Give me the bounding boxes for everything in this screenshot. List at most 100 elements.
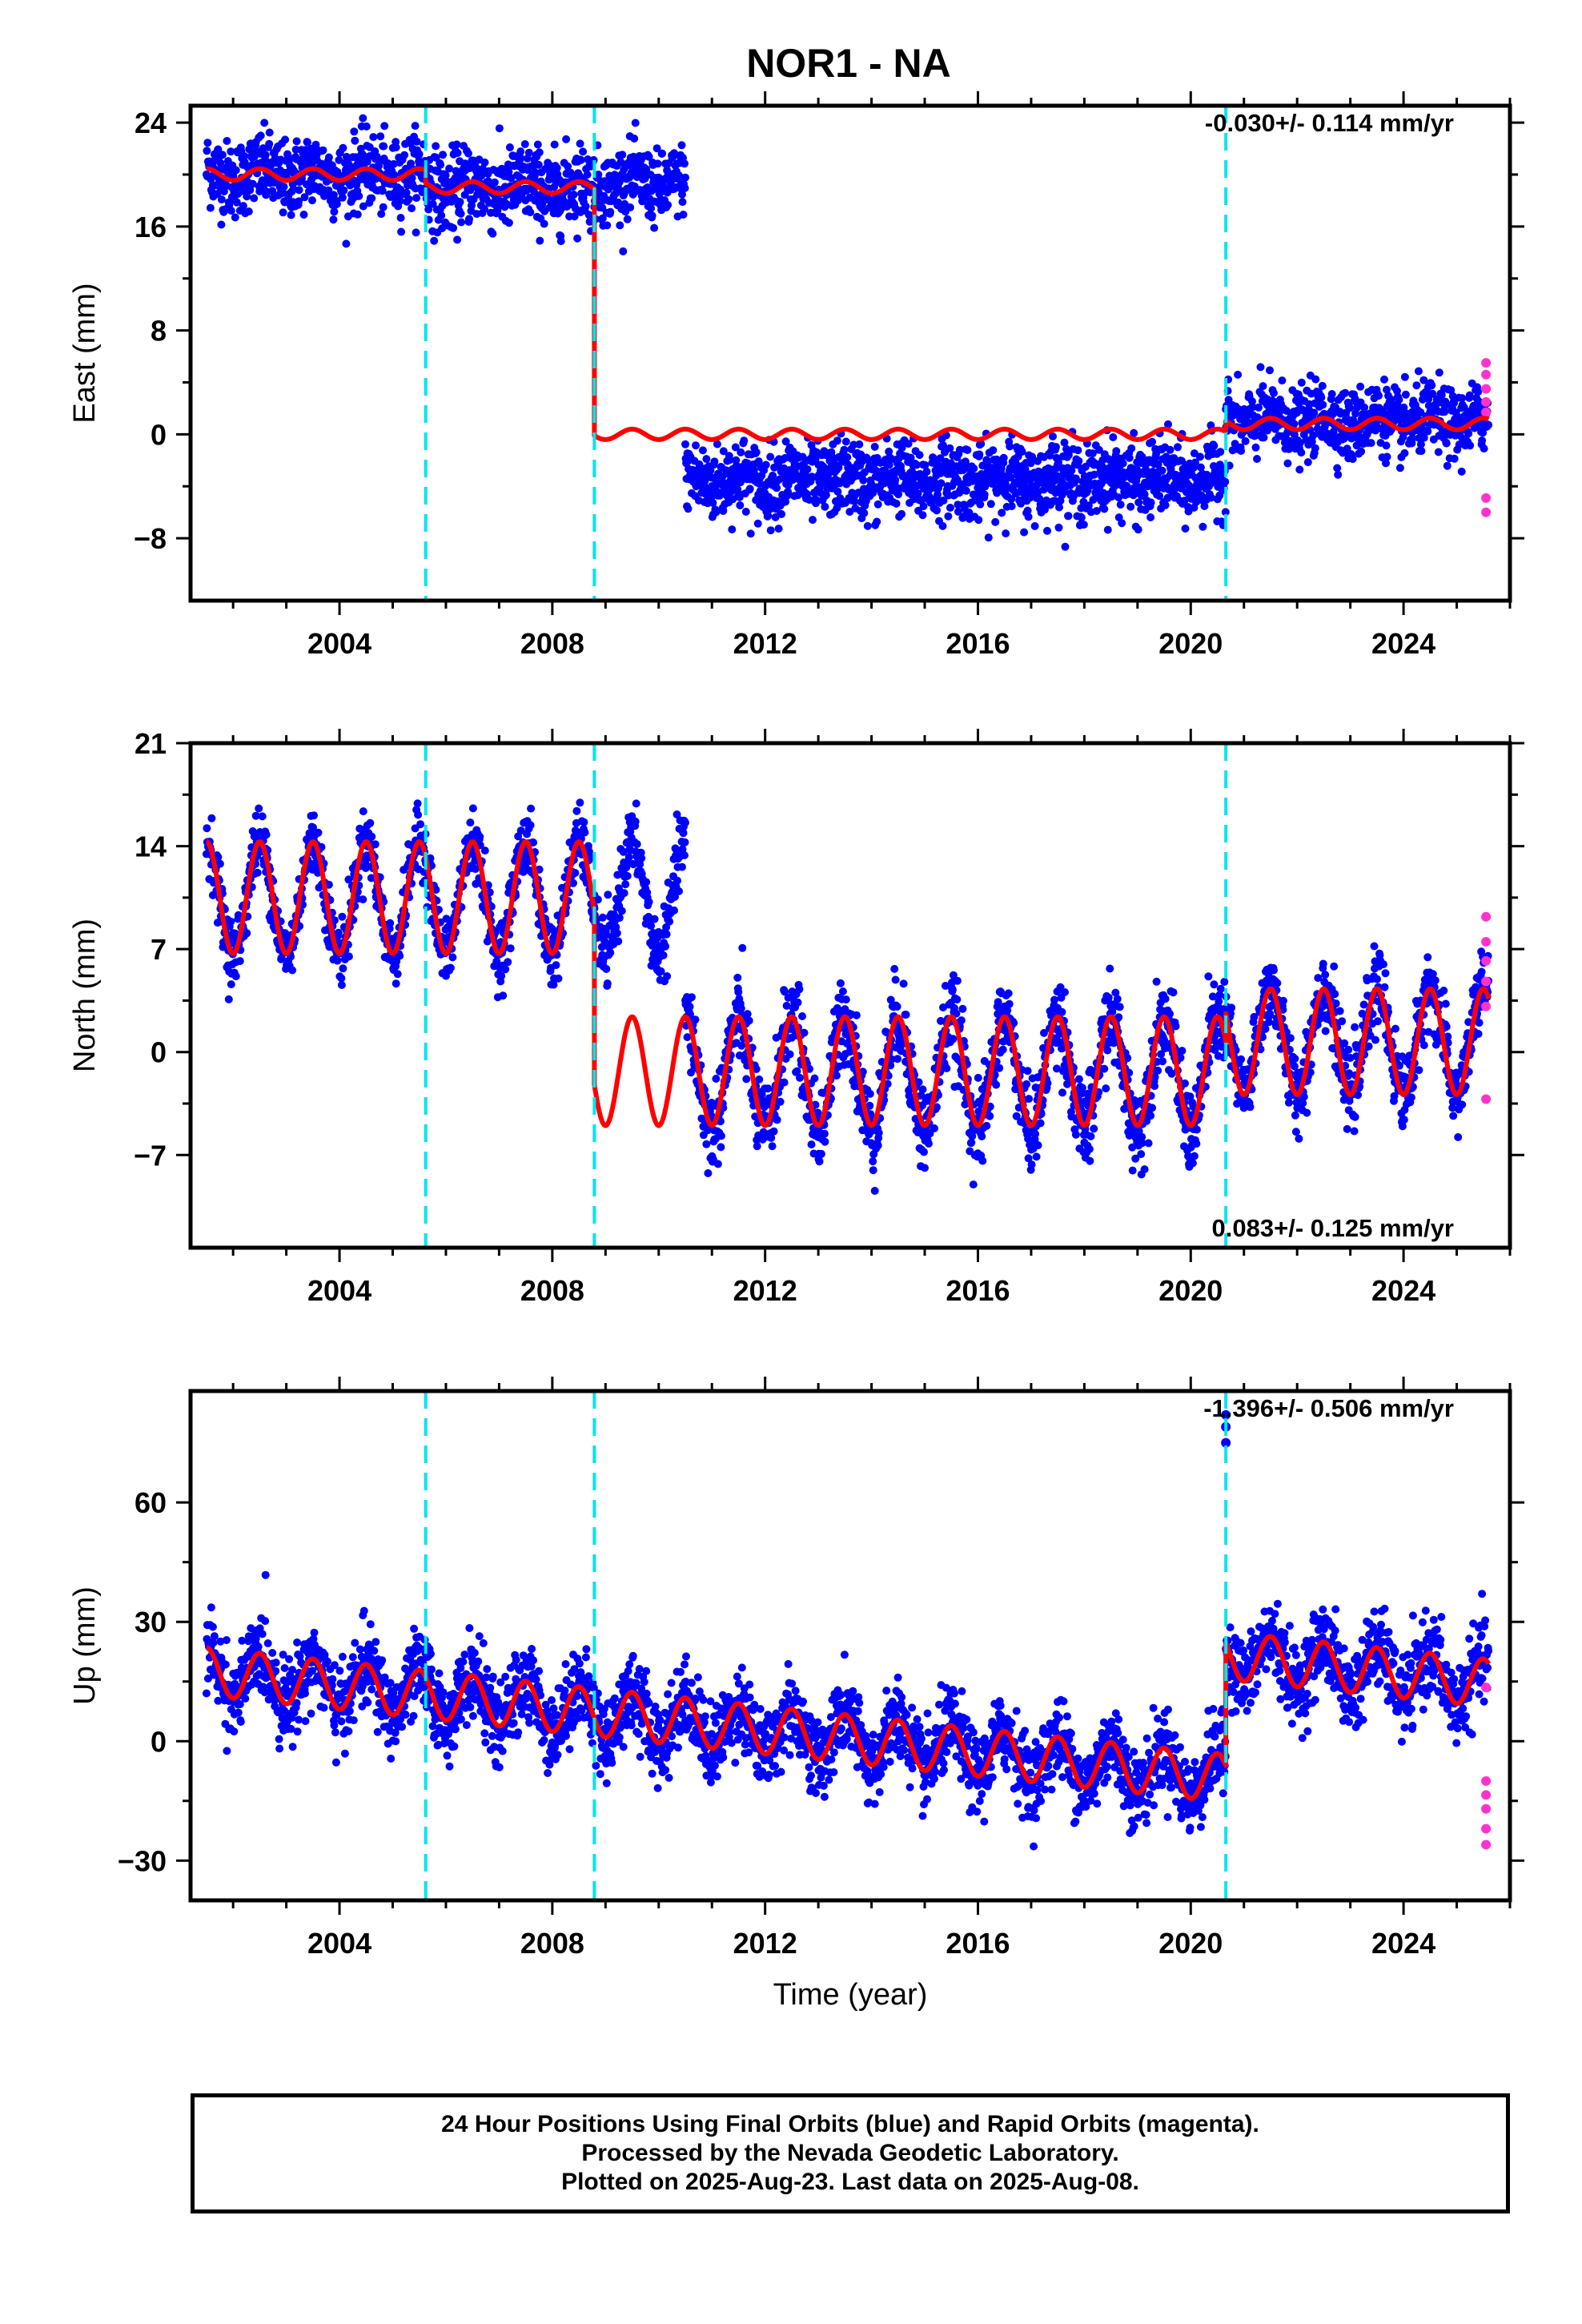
north-final-point [243,929,251,938]
east-final-point [713,440,721,448]
north-final-point [442,915,451,923]
east-final-point [437,211,446,219]
east-final-point [1417,447,1426,456]
east-final-point [821,491,830,500]
east-final-point [552,163,561,172]
east-final-point [752,448,761,456]
north-final-point [870,1187,879,1195]
east-final-point [1154,460,1162,468]
east-final-point [291,145,300,154]
east-final-point [1023,506,1032,515]
east-final-point [1020,528,1029,537]
north-final-point [873,1141,882,1150]
north-final-point [606,948,615,957]
north-final-point [821,1137,829,1146]
east-final-point [369,133,378,142]
north-final-point [624,853,633,862]
north-final-point [251,811,260,820]
north-final-point [334,928,343,937]
north-final-point [673,876,681,885]
north-final-point [344,952,353,961]
east-final-point [1401,390,1410,399]
north-final-point [314,828,323,837]
north-final-point [632,840,641,848]
north-final-point [598,913,607,922]
east-final-point [1295,465,1304,474]
east-final-point [1114,493,1123,502]
east-final-point [664,201,673,209]
east-final-point [268,187,277,195]
east-final-point [1283,459,1292,468]
east-final-point [681,159,689,168]
north-final-point [554,974,563,983]
north-final-point [681,818,689,827]
east-final-point [1200,502,1209,510]
east-rapid-point [1481,396,1492,407]
east-final-point [904,440,913,448]
east-final-point [404,195,413,203]
east-final-point [1484,420,1493,429]
north-final-point [704,1169,713,1177]
east-final-point [217,195,226,204]
east-final-point [1442,439,1451,448]
east-final-point [946,444,954,452]
east-final-point [1327,390,1336,398]
east-final-point [1423,427,1432,436]
east-final-point [728,525,737,534]
east-final-point [1255,403,1263,412]
east-x-tick-label: 2012 [733,627,797,660]
east-final-point [1090,470,1098,479]
east-frame [188,103,1512,603]
east-final-point [933,506,941,515]
east-final-point [377,210,386,219]
east-final-point [934,490,942,499]
east-y-tick-label: 0 [151,418,167,451]
east-final-point [1412,381,1421,390]
east-final-point [938,521,947,530]
east-final-point [1479,428,1488,437]
east-final-point [1195,452,1204,461]
east-final-point [695,460,704,468]
east-final-point [864,456,873,464]
east-final-point [1346,404,1355,412]
east-final-point [1435,368,1443,377]
east-final-point [1318,381,1327,390]
east-final-point [681,173,689,182]
east-final-point [761,460,770,469]
east-final-point [1036,500,1045,509]
east-final-point [1148,437,1157,446]
east-final-point [562,135,571,143]
east-final-point [1064,512,1073,521]
east-final-point [287,211,295,219]
east-final-point [504,167,513,176]
east-final-point [891,476,900,485]
east-final-point [731,443,740,452]
east-final-point [1379,408,1387,417]
north-final-point [603,979,612,987]
east-final-point [1427,381,1436,390]
north-final-point [738,943,747,952]
east-final-point [295,186,303,195]
east-final-point [840,445,849,454]
east-final-point [256,131,265,140]
north-final-point [572,806,581,815]
north-final-point [333,956,342,965]
north-final-point [815,1157,824,1166]
north-final-point [650,915,659,923]
east-final-point [1383,385,1391,394]
north-final-point [288,966,297,975]
east-final-point [516,153,524,162]
east-final-point [408,174,416,183]
east-final-point [773,484,781,493]
east-final-point [1428,389,1437,398]
north-final-point [391,979,400,988]
east-final-point [531,168,540,177]
east-final-point [453,235,462,244]
east-final-point [329,215,338,224]
east-final-point [407,159,416,168]
north-final-point [367,832,376,841]
north-final-point [576,798,584,807]
north-final-point [207,814,216,822]
north-final-point [810,1074,819,1083]
east-final-point [411,122,420,131]
